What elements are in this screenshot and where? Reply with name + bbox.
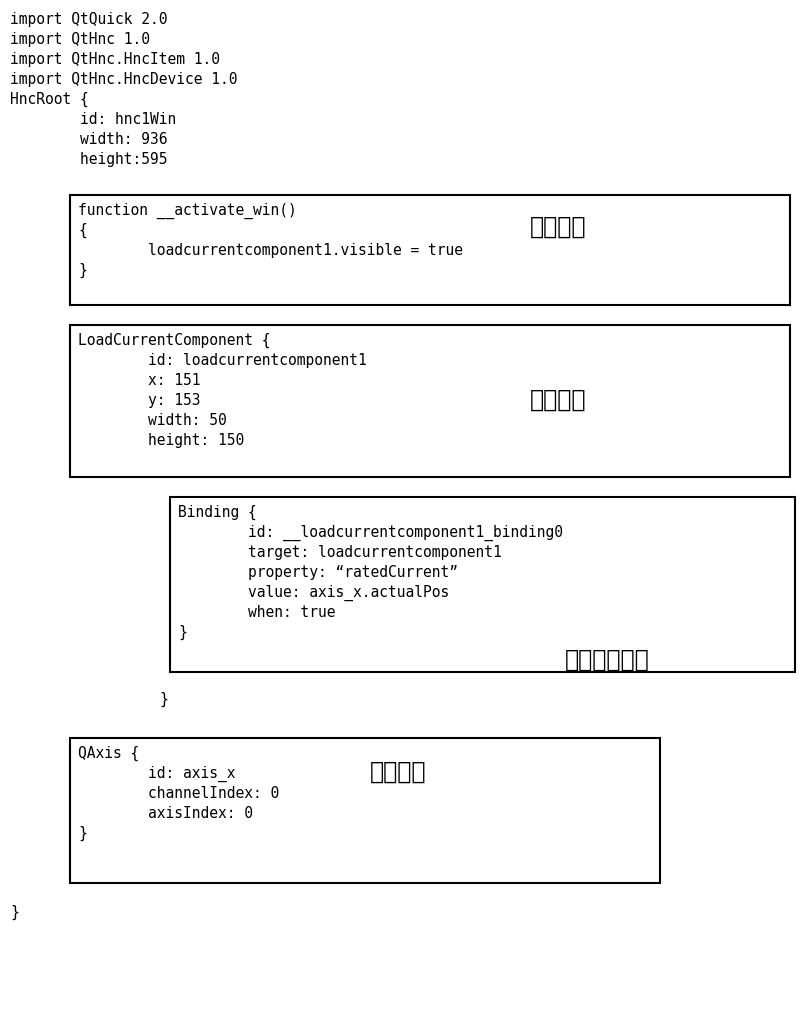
Text: width: 50: width: 50: [78, 413, 227, 428]
Bar: [70, 325, 790, 477]
Text: height:595: height:595: [10, 152, 168, 167]
Text: LoadCurrentComponent {: LoadCurrentComponent {: [78, 333, 271, 348]
Text: }: }: [10, 905, 19, 921]
Text: }: }: [78, 826, 87, 841]
Bar: [70, 738, 660, 883]
Text: id: loadcurrentcomponent1: id: loadcurrentcomponent1: [78, 353, 367, 368]
Text: when: true: when: true: [178, 605, 336, 620]
Text: QAxis {: QAxis {: [78, 746, 139, 761]
Text: }: }: [178, 625, 187, 640]
Text: x: 151: x: 151: [78, 373, 200, 388]
Text: }: }: [90, 692, 169, 707]
Text: {: {: [78, 223, 87, 239]
Text: import QtHnc.HncDevice 1.0: import QtHnc.HncDevice 1.0: [10, 72, 238, 87]
Bar: [70, 195, 790, 304]
Bar: [170, 497, 795, 672]
Text: height: 150: height: 150: [78, 433, 244, 448]
Text: 命令脚本: 命令脚本: [530, 215, 586, 239]
Text: width: 936: width: 936: [10, 132, 168, 147]
Text: import QtQuick 2.0: import QtQuick 2.0: [10, 12, 168, 27]
Text: 数据组件: 数据组件: [370, 760, 427, 784]
Text: function __activate_win(): function __activate_win(): [78, 203, 297, 219]
Text: id: __loadcurrentcomponent1_binding0: id: __loadcurrentcomponent1_binding0: [178, 525, 563, 541]
Text: channelIndex: 0: channelIndex: 0: [78, 786, 279, 801]
Text: 数据连接组件: 数据连接组件: [565, 648, 650, 672]
Text: import QtHnc.HncItem 1.0: import QtHnc.HncItem 1.0: [10, 52, 220, 67]
Text: y: 153: y: 153: [78, 393, 200, 408]
Text: target: loadcurrentcomponent1: target: loadcurrentcomponent1: [178, 545, 502, 560]
Text: property: “ratedCurrent”: property: “ratedCurrent”: [178, 565, 458, 580]
Text: HncRoot {: HncRoot {: [10, 92, 88, 108]
Text: value: axis_x.actualPos: value: axis_x.actualPos: [178, 585, 449, 601]
Text: Binding {: Binding {: [178, 505, 257, 521]
Text: import QtHnc 1.0: import QtHnc 1.0: [10, 32, 150, 47]
Text: 图形组件: 图形组件: [530, 388, 586, 412]
Text: axisIndex: 0: axisIndex: 0: [78, 806, 253, 821]
Text: id: axis_x: id: axis_x: [78, 766, 235, 783]
Text: id: hnc1Win: id: hnc1Win: [10, 112, 176, 127]
Text: }: }: [78, 263, 87, 278]
Text: loadcurrentcomponent1.visible = true: loadcurrentcomponent1.visible = true: [78, 243, 463, 258]
